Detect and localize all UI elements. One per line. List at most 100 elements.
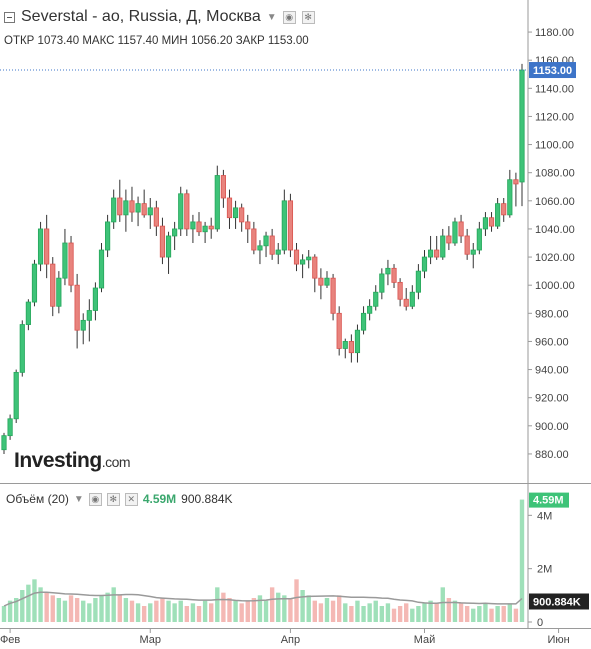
candle-body	[50, 263, 56, 307]
volume-bar	[373, 600, 378, 622]
candle-body	[312, 256, 318, 279]
volume-bar	[251, 598, 257, 622]
instrument-title[interactable]: Severstal - ао, Russia, Д, Москва	[21, 8, 261, 25]
candle-body	[519, 69, 525, 183]
volume-tick-label: 2M	[537, 564, 552, 576]
volume-title[interactable]: Объём (20)	[6, 492, 69, 506]
volume-tick-label: 4M	[537, 510, 552, 522]
candle-body	[251, 228, 257, 251]
volume-bar	[434, 603, 439, 622]
volume-bar	[32, 579, 37, 622]
candle-body	[470, 249, 476, 255]
volume-bar	[440, 587, 445, 622]
candle-body	[129, 200, 135, 213]
volume-bar	[422, 603, 427, 622]
candle-body	[232, 207, 239, 219]
volume-bar	[324, 598, 330, 622]
candle-body	[68, 242, 74, 286]
candle-body	[306, 256, 312, 261]
logo-brand: Investing	[14, 449, 102, 472]
candle-body	[263, 235, 269, 247]
volume-bar	[245, 600, 250, 622]
candle-body	[397, 281, 403, 300]
volume-bar	[269, 587, 275, 622]
volume-bar	[452, 600, 458, 622]
time-tick-label: Июн	[547, 634, 569, 646]
candle-body	[501, 203, 507, 216]
volume-bar	[318, 603, 324, 622]
volume-bar	[239, 603, 244, 622]
candle-body	[403, 298, 409, 307]
price-tick-label: 1080.00	[535, 168, 575, 180]
volume-ma-line	[3, 591, 523, 607]
volume-bar	[215, 587, 220, 622]
candle-body	[427, 249, 434, 258]
volume-bar	[105, 592, 110, 622]
close-icon[interactable]: ✕	[124, 492, 138, 506]
eye-icon[interactable]: ◉	[282, 10, 296, 24]
candle-body	[141, 203, 147, 216]
candle-body	[172, 228, 178, 237]
volume-bar	[458, 603, 464, 622]
candle-body	[293, 249, 300, 265]
candle-body	[476, 228, 482, 251]
candle-body	[13, 371, 19, 420]
volume-bar	[489, 608, 494, 622]
gear-icon[interactable]: ✻	[301, 10, 315, 24]
price-axis: 1180.001160.001140.001120.001100.001080.…	[528, 27, 576, 461]
price-tick-label: 1120.00	[535, 111, 574, 123]
chevron-down-icon[interactable]: ▼	[73, 493, 84, 505]
candle-body	[287, 200, 294, 251]
volume-bar	[257, 595, 263, 622]
volume-bar	[397, 606, 403, 622]
volume-average: 900.884K	[181, 492, 233, 506]
volume-pane	[1, 499, 525, 622]
volume-bar	[178, 600, 183, 622]
price-tick-label: 980.00	[535, 308, 569, 320]
candle-body	[391, 267, 397, 283]
high-value: 1157.40	[117, 35, 159, 47]
volume-current: 4.59M	[142, 492, 177, 506]
candle-body	[202, 225, 208, 233]
candle-body	[159, 225, 166, 258]
candle-body	[269, 235, 275, 255]
candle-body	[37, 228, 44, 265]
volume-bar	[7, 600, 13, 622]
price-tick-label: 1060.00	[535, 196, 575, 208]
candle-body	[147, 207, 153, 216]
collapse-icon[interactable]	[4, 11, 15, 23]
candle-body	[360, 312, 367, 331]
volume-bar	[367, 603, 372, 622]
volume-bar	[330, 600, 336, 622]
volume-bar	[483, 603, 488, 622]
volume-bar	[391, 608, 397, 622]
candle-body	[464, 235, 470, 255]
candle-body	[1, 435, 7, 451]
logo-domain: .com	[101, 454, 131, 470]
volume-bar	[227, 598, 232, 622]
price-tick-label: 940.00	[535, 365, 569, 377]
volume-bar	[74, 598, 80, 622]
volume-ma-tag	[529, 593, 589, 610]
time-tick-label: Май	[414, 634, 436, 646]
price-tick-label: 1020.00	[535, 252, 575, 264]
candle-body	[239, 207, 245, 223]
candle-body	[178, 193, 184, 230]
investing-logo: Investing.com	[14, 449, 131, 473]
candle-body	[220, 175, 226, 199]
volume-bar	[343, 603, 348, 622]
volume-bar	[379, 606, 385, 622]
gear-icon[interactable]: ✻	[106, 492, 120, 506]
chevron-down-icon[interactable]: ▼	[266, 11, 277, 23]
volume-bar	[166, 600, 171, 622]
candle-body	[415, 270, 421, 293]
candle-body	[135, 203, 141, 213]
eye-icon[interactable]: ◉	[88, 492, 102, 506]
volume-bar	[190, 603, 196, 622]
candle-body	[153, 207, 159, 227]
volume-bar	[513, 608, 519, 622]
last-price-label: 1153.00	[533, 65, 572, 77]
volume-current-tag	[529, 492, 569, 508]
volume-bar	[385, 603, 391, 622]
